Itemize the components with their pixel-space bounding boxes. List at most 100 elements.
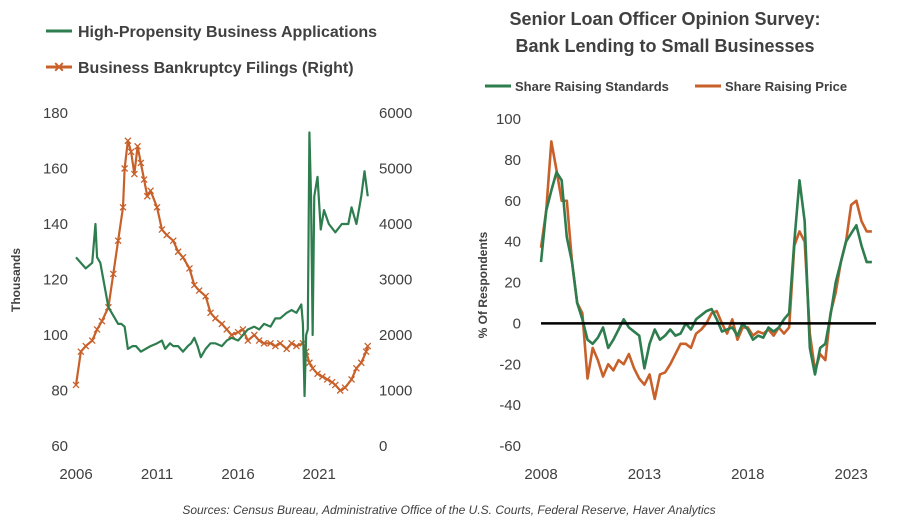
right-chart-title-line2: Bank Lending to Small Businesses <box>515 36 814 56</box>
data-point-bankruptcy <box>77 348 85 356</box>
data-point-bankruptcy <box>72 381 80 389</box>
data-point-bankruptcy <box>276 339 284 347</box>
data-point-bankruptcy <box>314 370 321 378</box>
left-x-tick-label: 2021 <box>302 466 335 483</box>
data-point-bankruptcy <box>140 176 148 184</box>
series-line-share-raising-standards <box>539 170 872 376</box>
right-y-tick-label: 60 <box>504 193 521 210</box>
right-x-tick-label: 2013 <box>628 466 661 483</box>
data-point-bankruptcy <box>244 337 252 345</box>
data-point-bankruptcy <box>109 270 117 278</box>
data-point-bankruptcy <box>143 192 151 200</box>
series-line-share-raising-price <box>539 140 872 401</box>
legend-label-standards: Share Raising Standards <box>515 79 669 94</box>
left-y2-tick-label: 3000 <box>379 272 412 289</box>
right-y-tick-label: 80 <box>504 152 521 169</box>
data-point-bankruptcy <box>318 373 326 381</box>
data-point-bankruptcy <box>331 381 339 389</box>
data-point-bankruptcy <box>255 337 263 345</box>
data-point-bankruptcy <box>288 339 296 347</box>
data-point-bankruptcy <box>336 387 344 394</box>
left-y-tick-label: 140 <box>43 216 68 233</box>
left-y2-tick-label: 2000 <box>379 327 412 344</box>
right-y-tick-label: 40 <box>504 234 521 251</box>
left-y-tick-label: 160 <box>43 161 68 178</box>
legend-label-bankruptcy: Business Bankruptcy Filings (Right) <box>78 60 354 77</box>
data-point-bankruptcy <box>309 364 317 372</box>
right-y-tick-label: -20 <box>499 356 521 373</box>
data-point-bankruptcy <box>158 226 166 234</box>
data-point-bankruptcy <box>153 203 161 211</box>
data-point-bankruptcy <box>228 331 236 339</box>
left-y-axis-title: Thousands <box>9 248 23 312</box>
left-y-tick-label: 120 <box>43 272 68 289</box>
data-point-bankruptcy <box>267 339 274 347</box>
data-point-bankruptcy <box>169 237 177 245</box>
data-point-bankruptcy <box>186 264 193 272</box>
data-point-bankruptcy <box>147 187 155 195</box>
data-point-bankruptcy <box>195 287 203 295</box>
data-point-bankruptcy <box>357 359 365 367</box>
left-y2-tick-label: 4000 <box>379 216 412 233</box>
right-legend: Share Raising Standards Share Raising Pr… <box>485 79 847 94</box>
data-point-bankruptcy <box>93 325 101 333</box>
data-point-bankruptcy <box>223 325 231 333</box>
data-point-bankruptcy <box>305 359 313 367</box>
source-note: Sources: Census Bureau, Administrative O… <box>182 503 715 517</box>
left-legend: High-Propensity Business Applications ✕ … <box>46 24 377 77</box>
right-chart-title-line1: Senior Loan Officer Opinion Survey: <box>509 9 820 29</box>
right-y-tick-label: 0 <box>513 315 521 332</box>
left-x-tick-label: 2011 <box>141 466 173 483</box>
data-point-bankruptcy <box>211 314 219 322</box>
data-point-bankruptcy <box>134 142 142 150</box>
right-y-tick-label: 100 <box>496 111 521 128</box>
data-point-bankruptcy <box>323 375 331 383</box>
left-y-tick-label: 80 <box>51 383 68 400</box>
data-point-bankruptcy <box>163 231 171 239</box>
data-point-bankruptcy <box>218 320 226 328</box>
data-point-bankruptcy <box>179 253 187 261</box>
data-point-bankruptcy <box>88 337 96 345</box>
data-point-bankruptcy <box>190 281 198 289</box>
data-point-bankruptcy <box>114 237 122 245</box>
right-y-tick-label: -40 <box>499 397 521 414</box>
data-point-bankruptcy <box>364 342 372 350</box>
data-point-bankruptcy <box>341 384 349 392</box>
data-point-bankruptcy <box>127 148 135 156</box>
data-point-bankruptcy <box>202 292 210 300</box>
series-line-bankruptcy-filings <box>74 139 369 392</box>
data-point-bankruptcy <box>207 309 214 317</box>
left-y2-tick-label: 5000 <box>379 161 412 178</box>
left-y2-tick-label: 0 <box>379 438 387 455</box>
data-point-bankruptcy <box>119 203 127 211</box>
right-x-tick-label: 2023 <box>834 466 867 483</box>
left-y-tick-label: 180 <box>43 105 68 122</box>
data-point-bankruptcy <box>348 375 356 383</box>
data-point-bankruptcy <box>121 165 129 172</box>
data-point-bankruptcy <box>362 348 370 356</box>
left-x-tick-label: 2016 <box>221 466 254 483</box>
right-y-tick-label: -60 <box>499 438 521 455</box>
data-point-bankruptcy <box>130 170 138 178</box>
data-point-bankruptcy <box>260 339 268 347</box>
legend-label-applications: High-Propensity Business Applications <box>78 24 377 41</box>
data-point-bankruptcy <box>283 345 291 353</box>
right-plot-area: -60 -40 -20 0 20 40 60 80 100 2008 2013 2018 2023 <box>496 111 876 483</box>
data-point-bankruptcy <box>292 342 300 350</box>
data-point-bankruptcy <box>174 248 182 256</box>
left-y-tick-label: 60 <box>51 438 68 455</box>
data-point-bankruptcy <box>137 159 145 167</box>
right-x-tick-label: 2018 <box>731 466 764 483</box>
right-y-axis-title: % Of Respondents <box>476 231 490 338</box>
right-x-tick-label: 2008 <box>524 466 557 483</box>
series-line-business-applications <box>75 131 369 398</box>
left-x-tick-label: 2006 <box>59 466 92 483</box>
legend-label-price: Share Raising Price <box>725 79 847 94</box>
left-plot-area: 60 80 100 120 140 160 180 0 1000 2000 3000 4000 5000… <box>43 105 412 483</box>
left-y2-tick-label: 1000 <box>379 383 412 400</box>
left-y-tick-label: 100 <box>43 327 68 344</box>
data-point-bankruptcy <box>271 342 279 350</box>
data-point-bankruptcy <box>250 331 258 339</box>
data-point-bankruptcy <box>234 328 242 336</box>
